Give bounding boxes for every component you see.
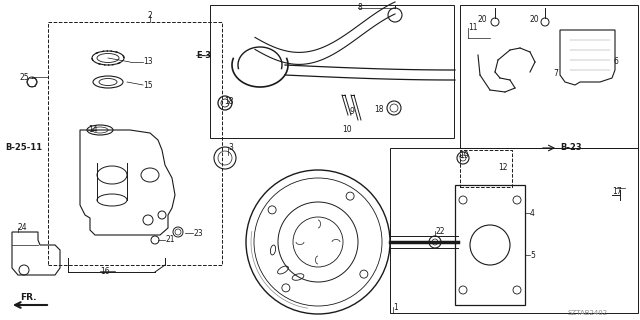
Text: E-3: E-3: [196, 51, 211, 60]
Text: 20: 20: [478, 15, 488, 25]
Text: 4: 4: [530, 209, 535, 218]
Text: 14: 14: [88, 125, 98, 134]
Text: 17: 17: [612, 187, 621, 196]
Text: 22: 22: [435, 227, 445, 236]
Text: 15: 15: [143, 81, 152, 90]
Text: 11: 11: [468, 23, 477, 33]
Text: 18: 18: [374, 105, 383, 114]
Text: 18: 18: [224, 97, 234, 106]
Text: 1: 1: [393, 302, 397, 311]
Text: 3: 3: [228, 143, 233, 153]
Bar: [390, 148, 638, 313]
Text: 23: 23: [193, 228, 203, 237]
Text: 20: 20: [530, 15, 540, 25]
Text: 7: 7: [553, 68, 558, 77]
Text: B-23: B-23: [560, 143, 582, 153]
Text: 25: 25: [20, 74, 29, 83]
Text: 10: 10: [342, 124, 351, 133]
Bar: [460, 5, 638, 148]
Text: FR.: FR.: [20, 293, 36, 302]
Text: 2: 2: [148, 11, 152, 20]
Text: 16: 16: [100, 267, 109, 276]
Text: 19: 19: [459, 151, 468, 161]
Text: 24: 24: [18, 223, 28, 233]
Bar: [48, 22, 222, 265]
Bar: [455, 185, 525, 305]
Text: 5: 5: [530, 251, 535, 260]
Text: 6: 6: [613, 58, 618, 67]
Text: B-25-11: B-25-11: [5, 143, 42, 153]
Text: 8: 8: [358, 4, 363, 12]
Text: 12: 12: [498, 164, 508, 172]
Text: 21: 21: [165, 236, 175, 244]
Bar: [210, 5, 454, 138]
Text: SZTAB2402: SZTAB2402: [568, 310, 608, 316]
Text: 13: 13: [143, 58, 152, 67]
Text: 9: 9: [350, 107, 355, 116]
Bar: [460, 150, 512, 187]
